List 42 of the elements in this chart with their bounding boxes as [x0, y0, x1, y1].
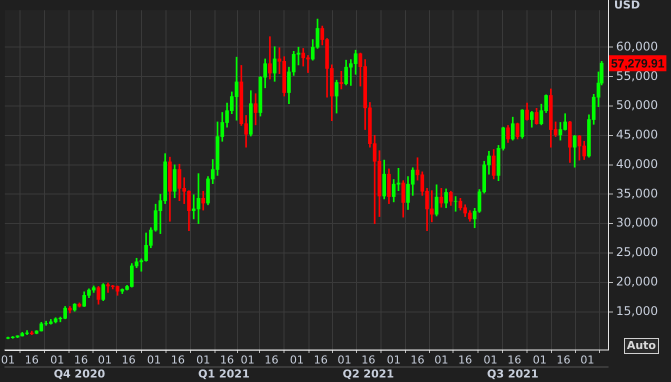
- y-tick-label: 60,000: [616, 39, 658, 54]
- x-tick-label: 16: [410, 353, 425, 366]
- y-tick-label: 40,000: [616, 156, 658, 171]
- x-tick-label: 01: [580, 353, 594, 366]
- x-tick-label: 16: [24, 353, 39, 366]
- x2-tick-label: Q4 2020: [54, 367, 106, 380]
- y-tick-label: 45,000: [616, 128, 658, 142]
- x2-tick-label: Q1 2021: [198, 367, 250, 380]
- x-tick-label: 16: [556, 353, 571, 366]
- y-tick-label: 30,000: [616, 216, 658, 230]
- y-tick-label: 50,000: [616, 98, 658, 112]
- x-tick-label: 16: [507, 353, 522, 366]
- x-tick-label: 01: [532, 353, 547, 366]
- y-tick-label: 15,000: [616, 304, 658, 318]
- x-tick-label: 01: [240, 353, 255, 366]
- x-tick-label: 01: [484, 353, 498, 366]
- x-tick-label: 01: [386, 353, 401, 366]
- y-tick-label: 25,000: [616, 245, 658, 260]
- x-tick-label: 16: [170, 353, 185, 366]
- x-tick-label: 01: [290, 353, 304, 366]
- x-tick-label: 16: [74, 353, 88, 366]
- x-tick-label: 16: [314, 353, 328, 366]
- x-tick-label: 01: [98, 353, 112, 366]
- text: 57,279.91: [611, 56, 665, 71]
- x-tick-label: 16: [458, 353, 472, 366]
- x-tick-label: 16: [220, 353, 234, 366]
- x-tick-label: 01: [147, 353, 162, 366]
- x-tick-label: 01: [338, 353, 352, 366]
- x2-tick-label: Q3 2021: [487, 367, 538, 380]
- x2-tick-label: Q2 2021: [342, 367, 394, 380]
- x-tick-label: 16: [264, 353, 278, 366]
- x-tick-label: 01: [434, 353, 448, 366]
- x-tick-label: 16: [122, 353, 136, 366]
- y-tick-label: 35,000: [616, 186, 658, 200]
- x-tick-label: 01: [1, 353, 15, 366]
- x-tick-label: 01: [196, 353, 210, 366]
- y-axis-title: USD: [614, 0, 640, 12]
- x-tick-label: 16: [361, 353, 376, 366]
- y-tick-label: 55,000: [616, 68, 658, 83]
- auto-button: Auto: [624, 338, 659, 354]
- y-tick-label: 20,000: [616, 274, 658, 289]
- x-tick-label: 01: [50, 353, 64, 366]
